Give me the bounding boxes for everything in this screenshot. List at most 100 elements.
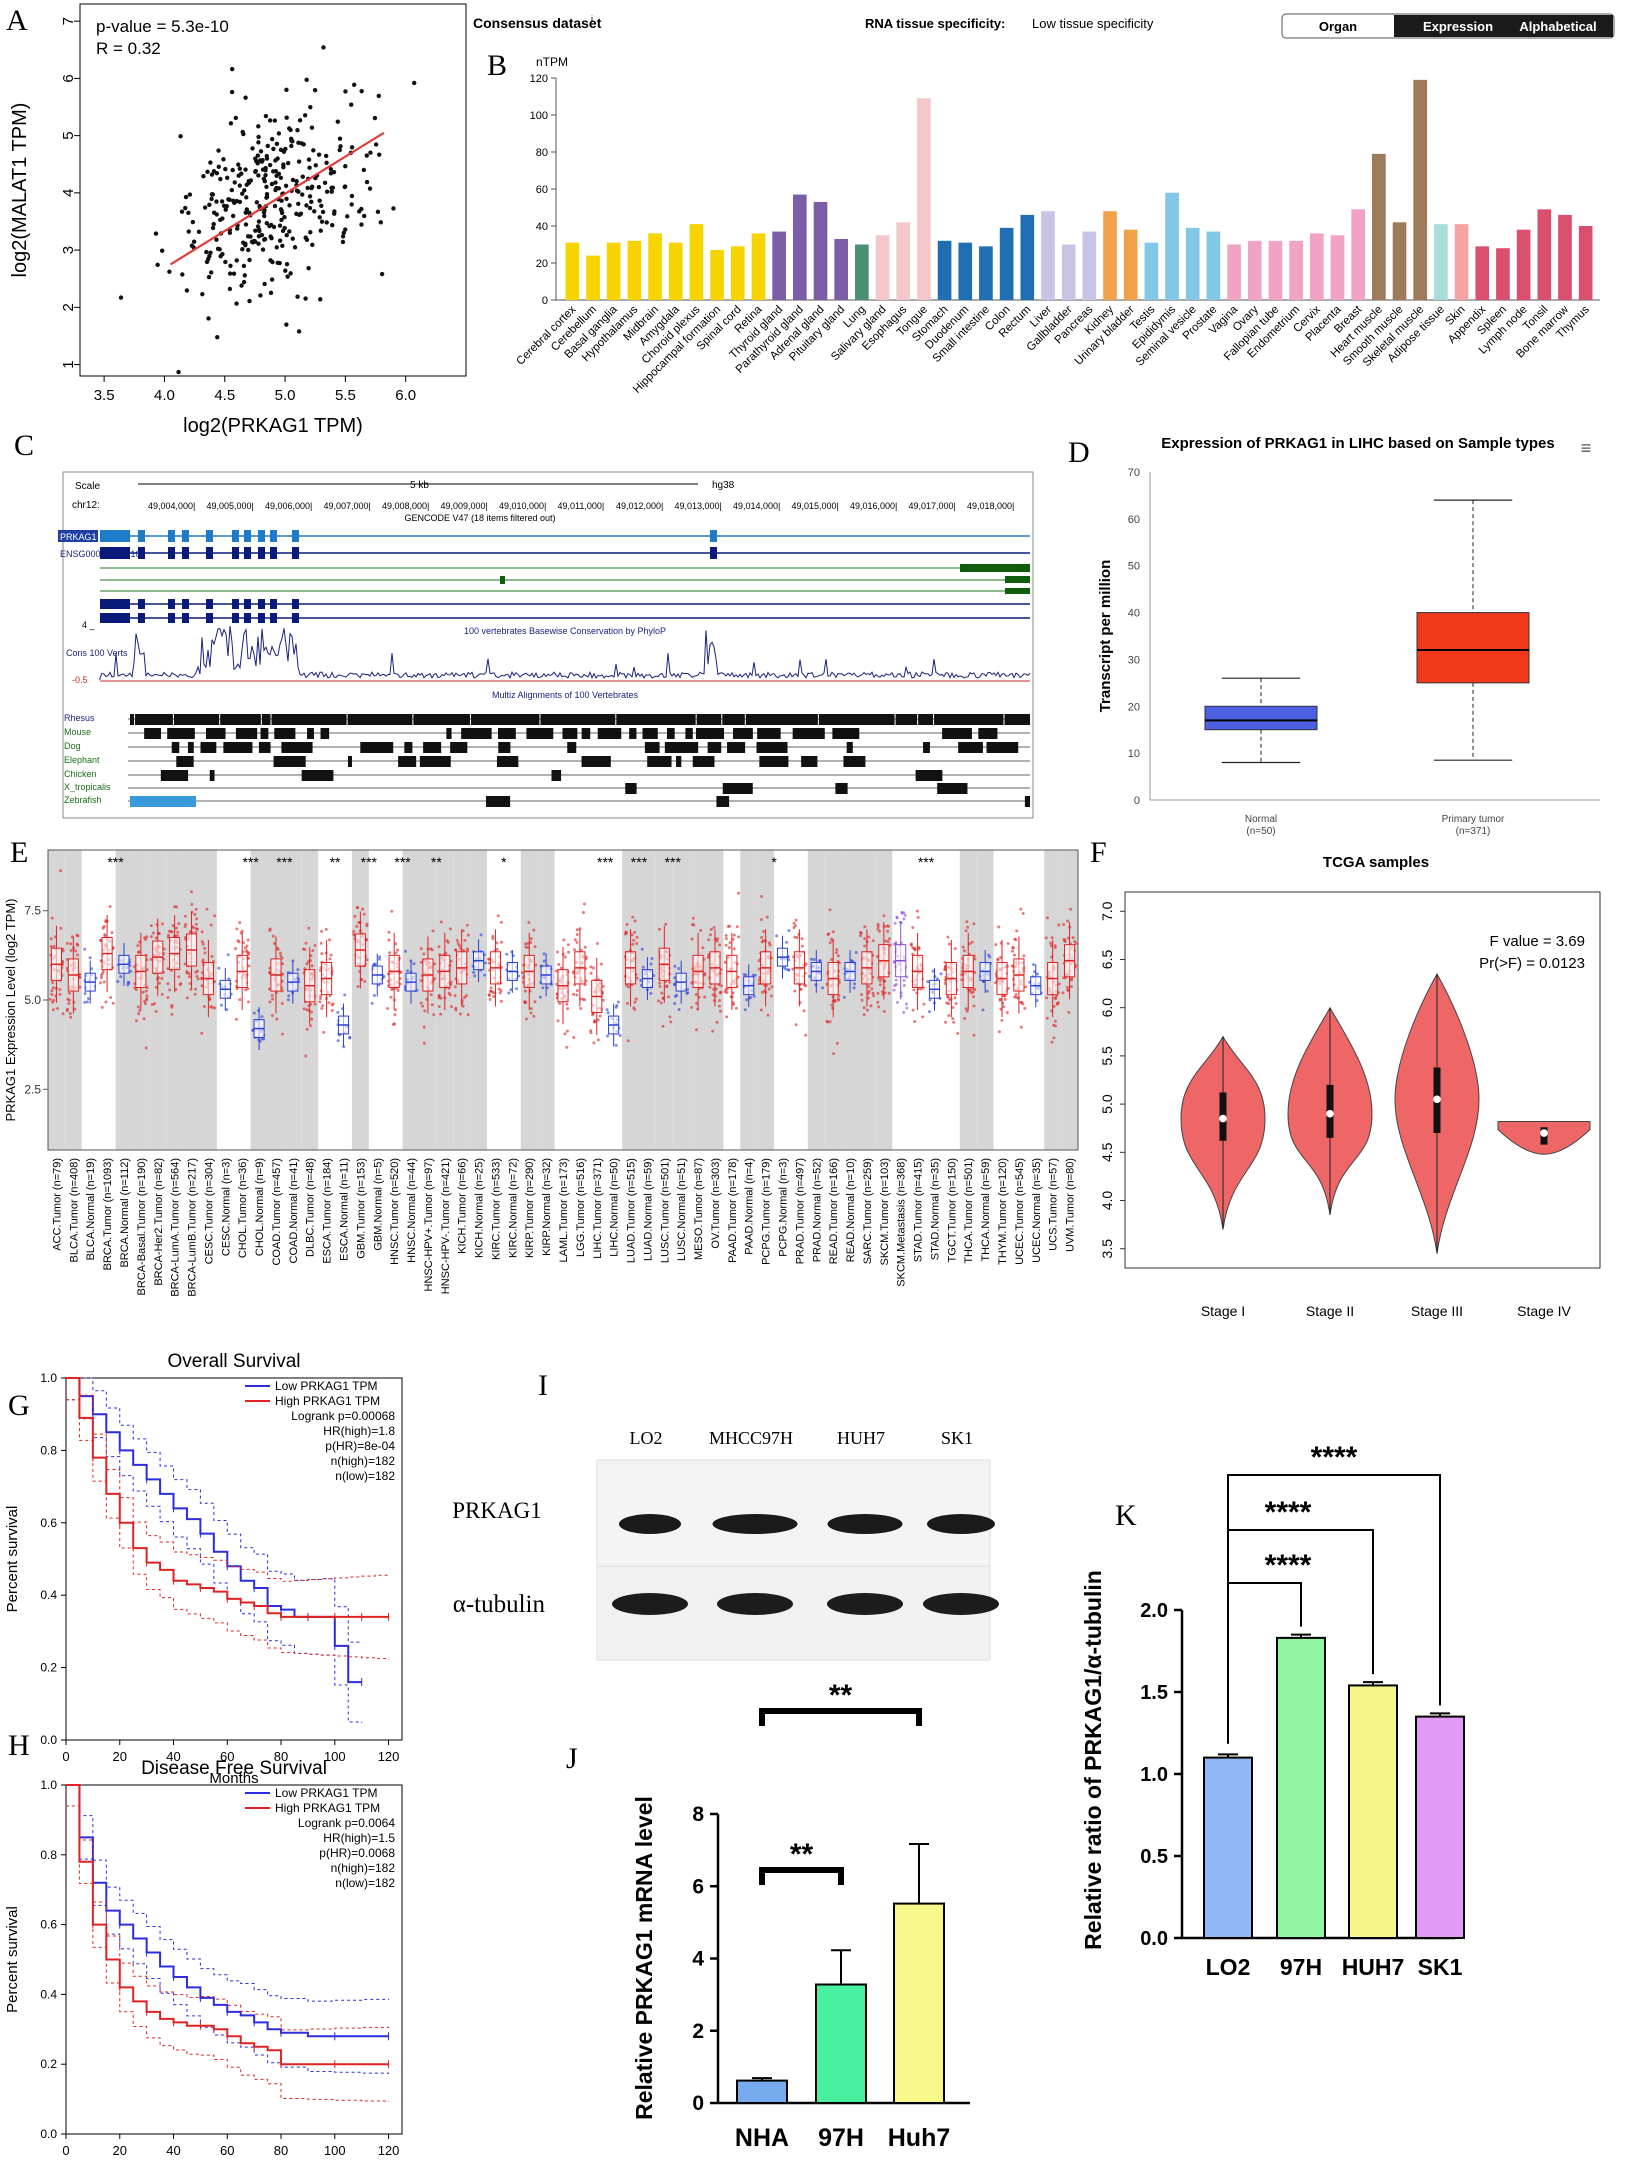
data-point xyxy=(828,941,832,945)
scatter-point xyxy=(243,222,249,227)
data-point xyxy=(322,1030,326,1034)
species-label: Elephant xyxy=(64,755,100,765)
scatter-point xyxy=(264,156,270,161)
data-point xyxy=(970,940,974,944)
scatter-point xyxy=(304,77,309,83)
scatter-point xyxy=(216,164,222,170)
data-point xyxy=(718,999,722,1003)
data-point xyxy=(1061,991,1065,995)
tissue-bar xyxy=(627,240,642,300)
y-tick-label: 5.0 xyxy=(1099,1094,1115,1114)
data-point xyxy=(271,997,275,1001)
category-label: SK1 xyxy=(1418,1954,1463,1980)
scatter-point xyxy=(290,139,295,144)
scatter-point xyxy=(228,121,234,126)
data-point xyxy=(419,1001,423,1005)
data-point xyxy=(723,990,727,994)
position-label: 49,012,000| xyxy=(616,501,663,511)
data-point xyxy=(166,967,170,971)
exon xyxy=(244,530,251,542)
y-tick-label: 0.2 xyxy=(40,2057,57,2071)
data-point xyxy=(458,944,462,948)
scatter-point xyxy=(337,136,343,141)
alignment-block xyxy=(320,728,330,739)
y-tick-label: 8 xyxy=(692,1803,704,1826)
data-point xyxy=(176,934,180,938)
tissue-bar xyxy=(689,224,704,300)
data-point xyxy=(981,1008,985,1012)
data-point xyxy=(592,1041,596,1045)
alignment-block xyxy=(307,728,314,739)
data-point xyxy=(134,1019,138,1023)
scatter-point xyxy=(229,89,235,95)
data-point xyxy=(876,991,880,995)
data-point xyxy=(804,962,808,966)
scatter-point xyxy=(308,230,313,235)
data-point xyxy=(660,991,664,995)
blot-band xyxy=(717,1593,793,1615)
alignment-block xyxy=(423,742,442,753)
data-point xyxy=(279,954,283,958)
exon xyxy=(206,599,213,609)
data-point xyxy=(635,942,639,946)
data-point xyxy=(836,997,840,1001)
exon xyxy=(292,547,299,559)
legend-label: High PRKAG1 TPM xyxy=(275,1801,380,1815)
data-point xyxy=(582,902,586,906)
scatter-point xyxy=(321,45,326,50)
data-point xyxy=(559,966,563,970)
data-point xyxy=(894,978,898,982)
data-point xyxy=(960,973,964,977)
scatter-point xyxy=(237,166,243,171)
y-tick-label: 5 xyxy=(60,131,77,139)
data-point xyxy=(734,1006,738,1010)
data-point xyxy=(390,909,394,913)
x-tick-label: 60 xyxy=(220,2143,234,2158)
data-point xyxy=(394,942,398,946)
data-point xyxy=(649,962,653,966)
bar xyxy=(1203,1756,1253,1939)
data-point xyxy=(703,973,707,977)
data-point xyxy=(760,990,764,994)
data-point xyxy=(572,992,576,996)
category-label: OV.Tumor (n=303) xyxy=(710,1158,722,1249)
data-point xyxy=(707,938,711,942)
shade-band xyxy=(351,850,369,1150)
scatter-point xyxy=(349,102,354,107)
data-point xyxy=(589,965,593,969)
data-point xyxy=(732,947,736,951)
data-point xyxy=(1062,923,1066,927)
data-point xyxy=(724,943,728,947)
alignment-block xyxy=(792,728,825,739)
y-tick-label: 6 xyxy=(692,1875,704,1898)
data-point xyxy=(195,927,199,931)
x-tick-label: 3.5 xyxy=(94,387,115,404)
scatter-point xyxy=(229,66,235,72)
data-point xyxy=(195,974,199,978)
data-point xyxy=(1049,944,1053,948)
panel-d-boxplot: Expression of PRKAG1 in LIHC based on Sa… xyxy=(1097,435,1600,871)
alignment-block xyxy=(173,714,220,725)
data-point xyxy=(437,1005,441,1009)
data-point xyxy=(757,967,761,971)
plot-frame xyxy=(65,1377,403,1741)
data-point xyxy=(787,929,791,933)
data-point xyxy=(760,935,764,939)
data-point xyxy=(58,992,62,996)
alignment-block xyxy=(470,714,540,725)
data-point xyxy=(728,924,732,928)
data-point xyxy=(542,952,546,956)
data-point xyxy=(633,1000,637,1004)
scatter-point xyxy=(204,249,209,255)
data-point xyxy=(203,946,207,950)
y-tick-label: 0.6 xyxy=(40,1516,57,1530)
data-point xyxy=(1012,953,1016,957)
scatter-point xyxy=(209,192,215,197)
exon xyxy=(292,530,299,542)
data-point xyxy=(529,937,533,941)
data-point xyxy=(650,957,654,961)
category-label: HNSC.Normal (n=44) xyxy=(406,1158,418,1263)
tissue-bar xyxy=(813,201,828,300)
scatter-point xyxy=(305,185,310,191)
